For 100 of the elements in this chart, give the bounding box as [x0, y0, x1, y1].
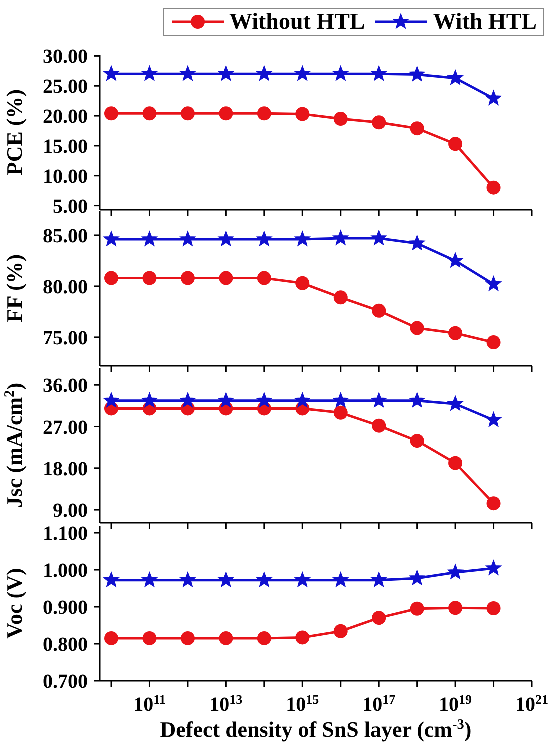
point — [448, 456, 463, 470]
y-tick-label: 27.00 — [43, 416, 88, 439]
x-tick-label: 10$^{17}$ — [362, 692, 396, 716]
point — [104, 66, 120, 81]
point — [257, 271, 272, 286]
point — [180, 232, 196, 246]
point — [486, 412, 502, 427]
y-tick-label: 1.000 — [43, 560, 88, 582]
x-tick-label: 10$^{15}$ — [286, 692, 320, 716]
legend-label: Without HTL — [230, 9, 366, 35]
point — [372, 304, 386, 318]
point — [142, 271, 157, 286]
point — [295, 66, 310, 81]
point — [448, 396, 464, 411]
y-axis-title: FF (%) — [2, 254, 27, 323]
legend-label: With HTL — [433, 9, 537, 35]
point — [333, 66, 348, 81]
point — [334, 406, 348, 420]
point — [486, 180, 501, 195]
point — [372, 611, 386, 626]
y-tick-label: 80.00 — [43, 276, 88, 298]
point — [256, 572, 272, 587]
point — [372, 116, 386, 130]
point — [486, 560, 502, 576]
x-tick-label: 10$^{19}$ — [439, 692, 473, 716]
y-tick-label: 75.00 — [43, 327, 88, 350]
y-tick-label: 0.900 — [43, 597, 88, 620]
point — [410, 321, 424, 336]
y-tick-label: 9.00 — [53, 500, 88, 522]
y-axis-title: PCE (%) — [2, 89, 27, 176]
point — [104, 271, 119, 286]
point — [256, 66, 272, 81]
point — [219, 631, 234, 646]
y-tick-label: 30.00 — [43, 46, 88, 68]
point — [218, 66, 234, 81]
y-tick-label: 36.00 — [43, 375, 88, 398]
point — [180, 392, 196, 408]
point — [180, 271, 195, 286]
point — [372, 418, 386, 433]
point — [218, 232, 234, 246]
point — [296, 276, 310, 290]
point — [256, 232, 272, 246]
point — [295, 232, 310, 246]
point — [371, 572, 387, 587]
point — [486, 276, 502, 291]
point — [410, 434, 424, 448]
point — [486, 601, 501, 616]
point — [104, 392, 120, 408]
y-axis-title: Voc (V) — [2, 568, 27, 639]
point — [219, 271, 234, 286]
point — [334, 624, 348, 638]
y-tick-label: 0.700 — [43, 671, 88, 693]
point — [410, 122, 424, 136]
point — [218, 392, 234, 408]
point — [142, 66, 158, 81]
point — [218, 572, 234, 587]
point — [104, 106, 119, 121]
y-tick-label: 15.00 — [43, 136, 88, 158]
y-tick-label: 18.00 — [43, 458, 88, 480]
point — [371, 392, 387, 408]
point — [448, 70, 464, 85]
y-tick-label: 20.00 — [43, 106, 88, 128]
y-tick-label: 0.800 — [43, 634, 88, 656]
point — [219, 106, 234, 121]
point — [180, 631, 195, 646]
point — [486, 90, 502, 106]
point — [180, 106, 195, 121]
x-tick-label: 10$^{11}$ — [134, 692, 166, 716]
point — [410, 602, 424, 616]
x-tick-label: 10$^{13}$ — [210, 692, 244, 716]
point — [410, 236, 425, 250]
point — [410, 66, 425, 82]
point — [296, 107, 310, 122]
point — [333, 572, 348, 587]
point — [257, 106, 272, 121]
point — [142, 232, 158, 246]
point — [104, 232, 120, 246]
y-tick-label: 5.00 — [53, 196, 88, 218]
point — [333, 392, 348, 408]
point — [448, 564, 464, 580]
point — [448, 601, 463, 616]
point — [180, 66, 196, 81]
point — [371, 230, 387, 246]
point — [104, 572, 120, 587]
point — [486, 496, 501, 511]
point — [448, 252, 464, 268]
point — [333, 230, 348, 246]
y-tick-label: 1.100 — [43, 523, 88, 546]
point — [104, 631, 119, 646]
y-tick-label: 85.00 — [43, 225, 88, 248]
point — [295, 392, 310, 408]
point — [486, 336, 501, 350]
y-tick-label: 10.00 — [43, 166, 88, 188]
point — [371, 66, 387, 81]
point — [410, 570, 425, 586]
point — [142, 572, 158, 587]
point — [256, 392, 272, 408]
point — [334, 112, 348, 126]
point — [142, 392, 158, 408]
point — [448, 137, 463, 152]
